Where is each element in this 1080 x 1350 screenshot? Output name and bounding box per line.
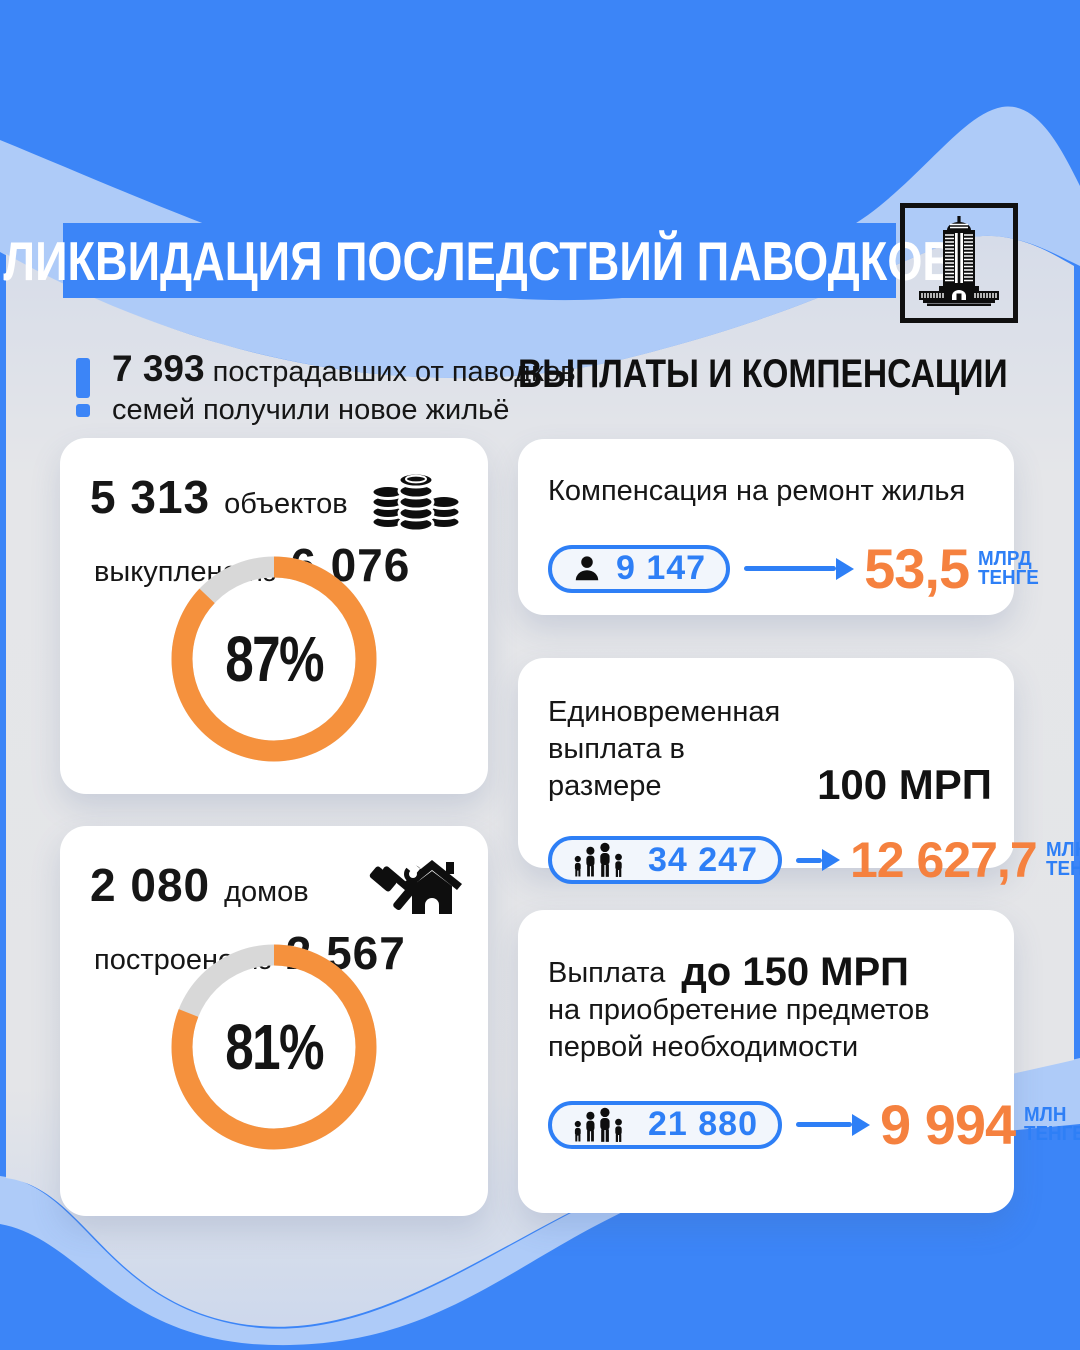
essentials-count: 21 880 <box>648 1105 758 1143</box>
buyout-card: 5 313 объектов выкуплено из 6 076 87% <box>60 438 488 794</box>
repair-flow: 9 147 53,5 МЛРД ТЕНГЕ <box>548 536 1039 601</box>
essentials-title-line2: на приобретение предметов <box>548 994 930 1026</box>
tools-house-icon <box>366 852 462 922</box>
built-donut-chart: 81% <box>169 942 379 1152</box>
repair-units: МЛРД ТЕНГЕ <box>978 547 1039 589</box>
essentials-units: МЛН ТЕНГЕ <box>1024 1103 1080 1145</box>
buyout-value-label: объектов <box>224 488 348 520</box>
intro-note: 7 393 пострадавших от паводков семей пол… <box>76 350 576 429</box>
government-building-icon <box>909 212 1009 314</box>
buyout-donut-chart: 87% <box>169 554 379 764</box>
lump-count: 34 247 <box>648 840 758 879</box>
essentials-count-pill: 21 880 <box>548 1100 782 1149</box>
coins-icon <box>370 464 462 534</box>
arrow-icon <box>796 849 840 871</box>
lump-sum-card: Единовременная выплата в размере 100 МРП… <box>518 658 1080 888</box>
intro-line1: пострадавших от паводков <box>212 356 576 388</box>
essentials-title-bold: до 150 МРП <box>681 950 909 994</box>
built-value: 2 080 <box>90 859 211 911</box>
person-icon <box>572 554 602 584</box>
repair-count: 9 147 <box>616 549 707 587</box>
lump-title-line1: Единовременная <box>548 696 781 728</box>
essentials-amount: 9 994 <box>880 1093 1016 1156</box>
repair-count-pill: 9 147 <box>548 544 731 593</box>
arrow-icon <box>796 1113 870 1136</box>
exclamation-icon <box>76 350 90 429</box>
payments-header: ВЫПЛАТЫ И КОМПЕНСАЦИИ <box>518 352 1008 396</box>
lump-title-row: Единовременная выплата в размере 100 МРП <box>548 694 992 808</box>
intro-text: 7 393 пострадавших от паводков семей пол… <box>112 350 576 429</box>
lump-amount: 12 627,7 <box>850 832 1038 888</box>
lump-title-bold: 100 МРП <box>817 761 992 808</box>
repair-amount: 53,5 <box>864 537 970 600</box>
repair-card: Компенсация на ремонт жилья 9 147 53,5 М… <box>518 439 1039 615</box>
arrow-icon <box>744 557 855 580</box>
built-card: 2 080 домов построено из 2 567 <box>60 826 488 1216</box>
lump-units: МЛН ТЕНГЕ <box>1045 839 1080 880</box>
intro-line2: семей получили новое жильё <box>112 394 510 426</box>
intro-number: 7 393 <box>112 348 205 389</box>
family-icon <box>572 842 634 878</box>
essentials-title-row: Выплата до 150 МРП <box>548 952 992 992</box>
essentials-title-prefix: Выплата <box>548 957 666 989</box>
built-value-label: домов <box>224 876 309 908</box>
page-title: ЛИКВИДАЦИЯ ПОСЛЕДСТВИЙ ПАВОДКОВ <box>3 229 956 292</box>
built-percent-label: 81% <box>225 1011 324 1083</box>
buyout-value: 5 313 <box>90 471 211 523</box>
buyout-percent-label: 87% <box>225 623 324 695</box>
lump-count-pill: 34 247 <box>548 836 782 884</box>
essentials-card: Выплата до 150 МРП на приобретение предм… <box>518 910 1080 1213</box>
title-bar: ЛИКВИДАЦИЯ ПОСЛЕДСТВИЙ ПАВОДКОВ <box>4 223 955 298</box>
building-logo <box>900 203 1018 323</box>
repair-title: Компенсация на ремонт жилья <box>548 475 966 507</box>
family-icon <box>572 1107 634 1143</box>
essentials-title-line3: первой необходимости <box>548 1031 859 1063</box>
lump-flow: 34 247 12 627,7 МЛН ТЕНГЕ <box>548 831 1080 889</box>
essentials-flow: 21 880 9 994 МЛН ТЕНГЕ <box>548 1092 1080 1157</box>
buyout-line1: 5 313 объектов <box>90 470 458 524</box>
built-line1: 2 080 домов <box>90 858 458 912</box>
lump-title-line2: выплата в размере <box>548 733 685 802</box>
